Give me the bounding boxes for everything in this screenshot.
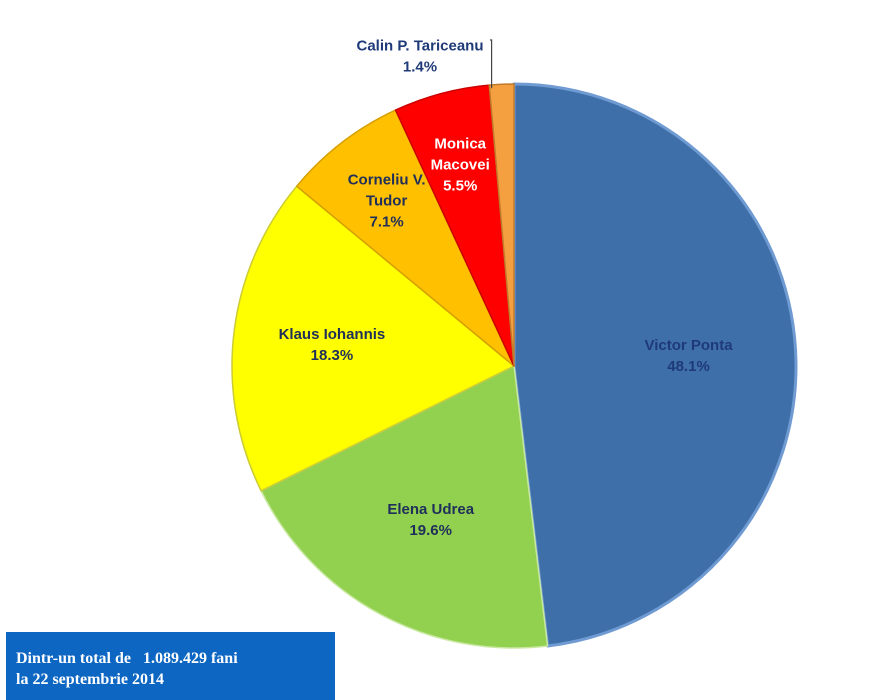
- slice-label-corneliu-v-tudor: Tudor: [366, 193, 408, 210]
- slice-label-klaus-iohannis: Klaus Iohannis: [279, 326, 386, 343]
- slice-victor-ponta: [512, 82, 798, 648]
- slice-label-monica-macovei: Monica: [434, 135, 486, 152]
- slice-labels: Victor Ponta 48.1% Elena Udrea 19.6% Klaus I…: [279, 38, 734, 540]
- data-label-elena-udrea: 19.6%: [409, 522, 452, 539]
- slice-label-corneliu-v-tudor: Corneliu V.: [348, 172, 426, 189]
- data-label-victor-ponta: 48.1%: [667, 358, 710, 375]
- footnote-line-1: Dintr-un total de 1.089.429 fani: [16, 650, 238, 667]
- footnote-line-2: la 22 septembrie 2014: [16, 671, 164, 688]
- slice-elena-udrea: [260, 365, 549, 649]
- leader-lines: [490, 39, 493, 89]
- slice-label-elena-udrea: Elena Udrea: [387, 501, 474, 518]
- slice-corneliu-v-tudor: [295, 109, 515, 367]
- footnote-box: Dintr-un total de 1.089.429 fani la 22 s…: [6, 632, 335, 700]
- slice-label-monica-macovei: Macovei: [431, 156, 490, 173]
- slice-calin-p-tariceanu: [488, 83, 515, 367]
- pie-slices: [231, 82, 798, 649]
- slice-label-victor-ponta: Victor Ponta: [644, 337, 733, 354]
- data-label-calin-p-tariceanu: 1.4%: [403, 59, 437, 76]
- data-label-monica-macovei: 5.5%: [443, 177, 477, 194]
- leader-line-calin-p-tariceanu: [490, 39, 493, 89]
- slice-klaus-iohannis: [231, 185, 515, 492]
- data-label-klaus-iohannis: 18.3%: [311, 347, 354, 364]
- slice-label-calin-p-tariceanu: Calin P. Tariceanu: [357, 38, 484, 55]
- data-label-corneliu-v-tudor: 7.1%: [370, 214, 404, 231]
